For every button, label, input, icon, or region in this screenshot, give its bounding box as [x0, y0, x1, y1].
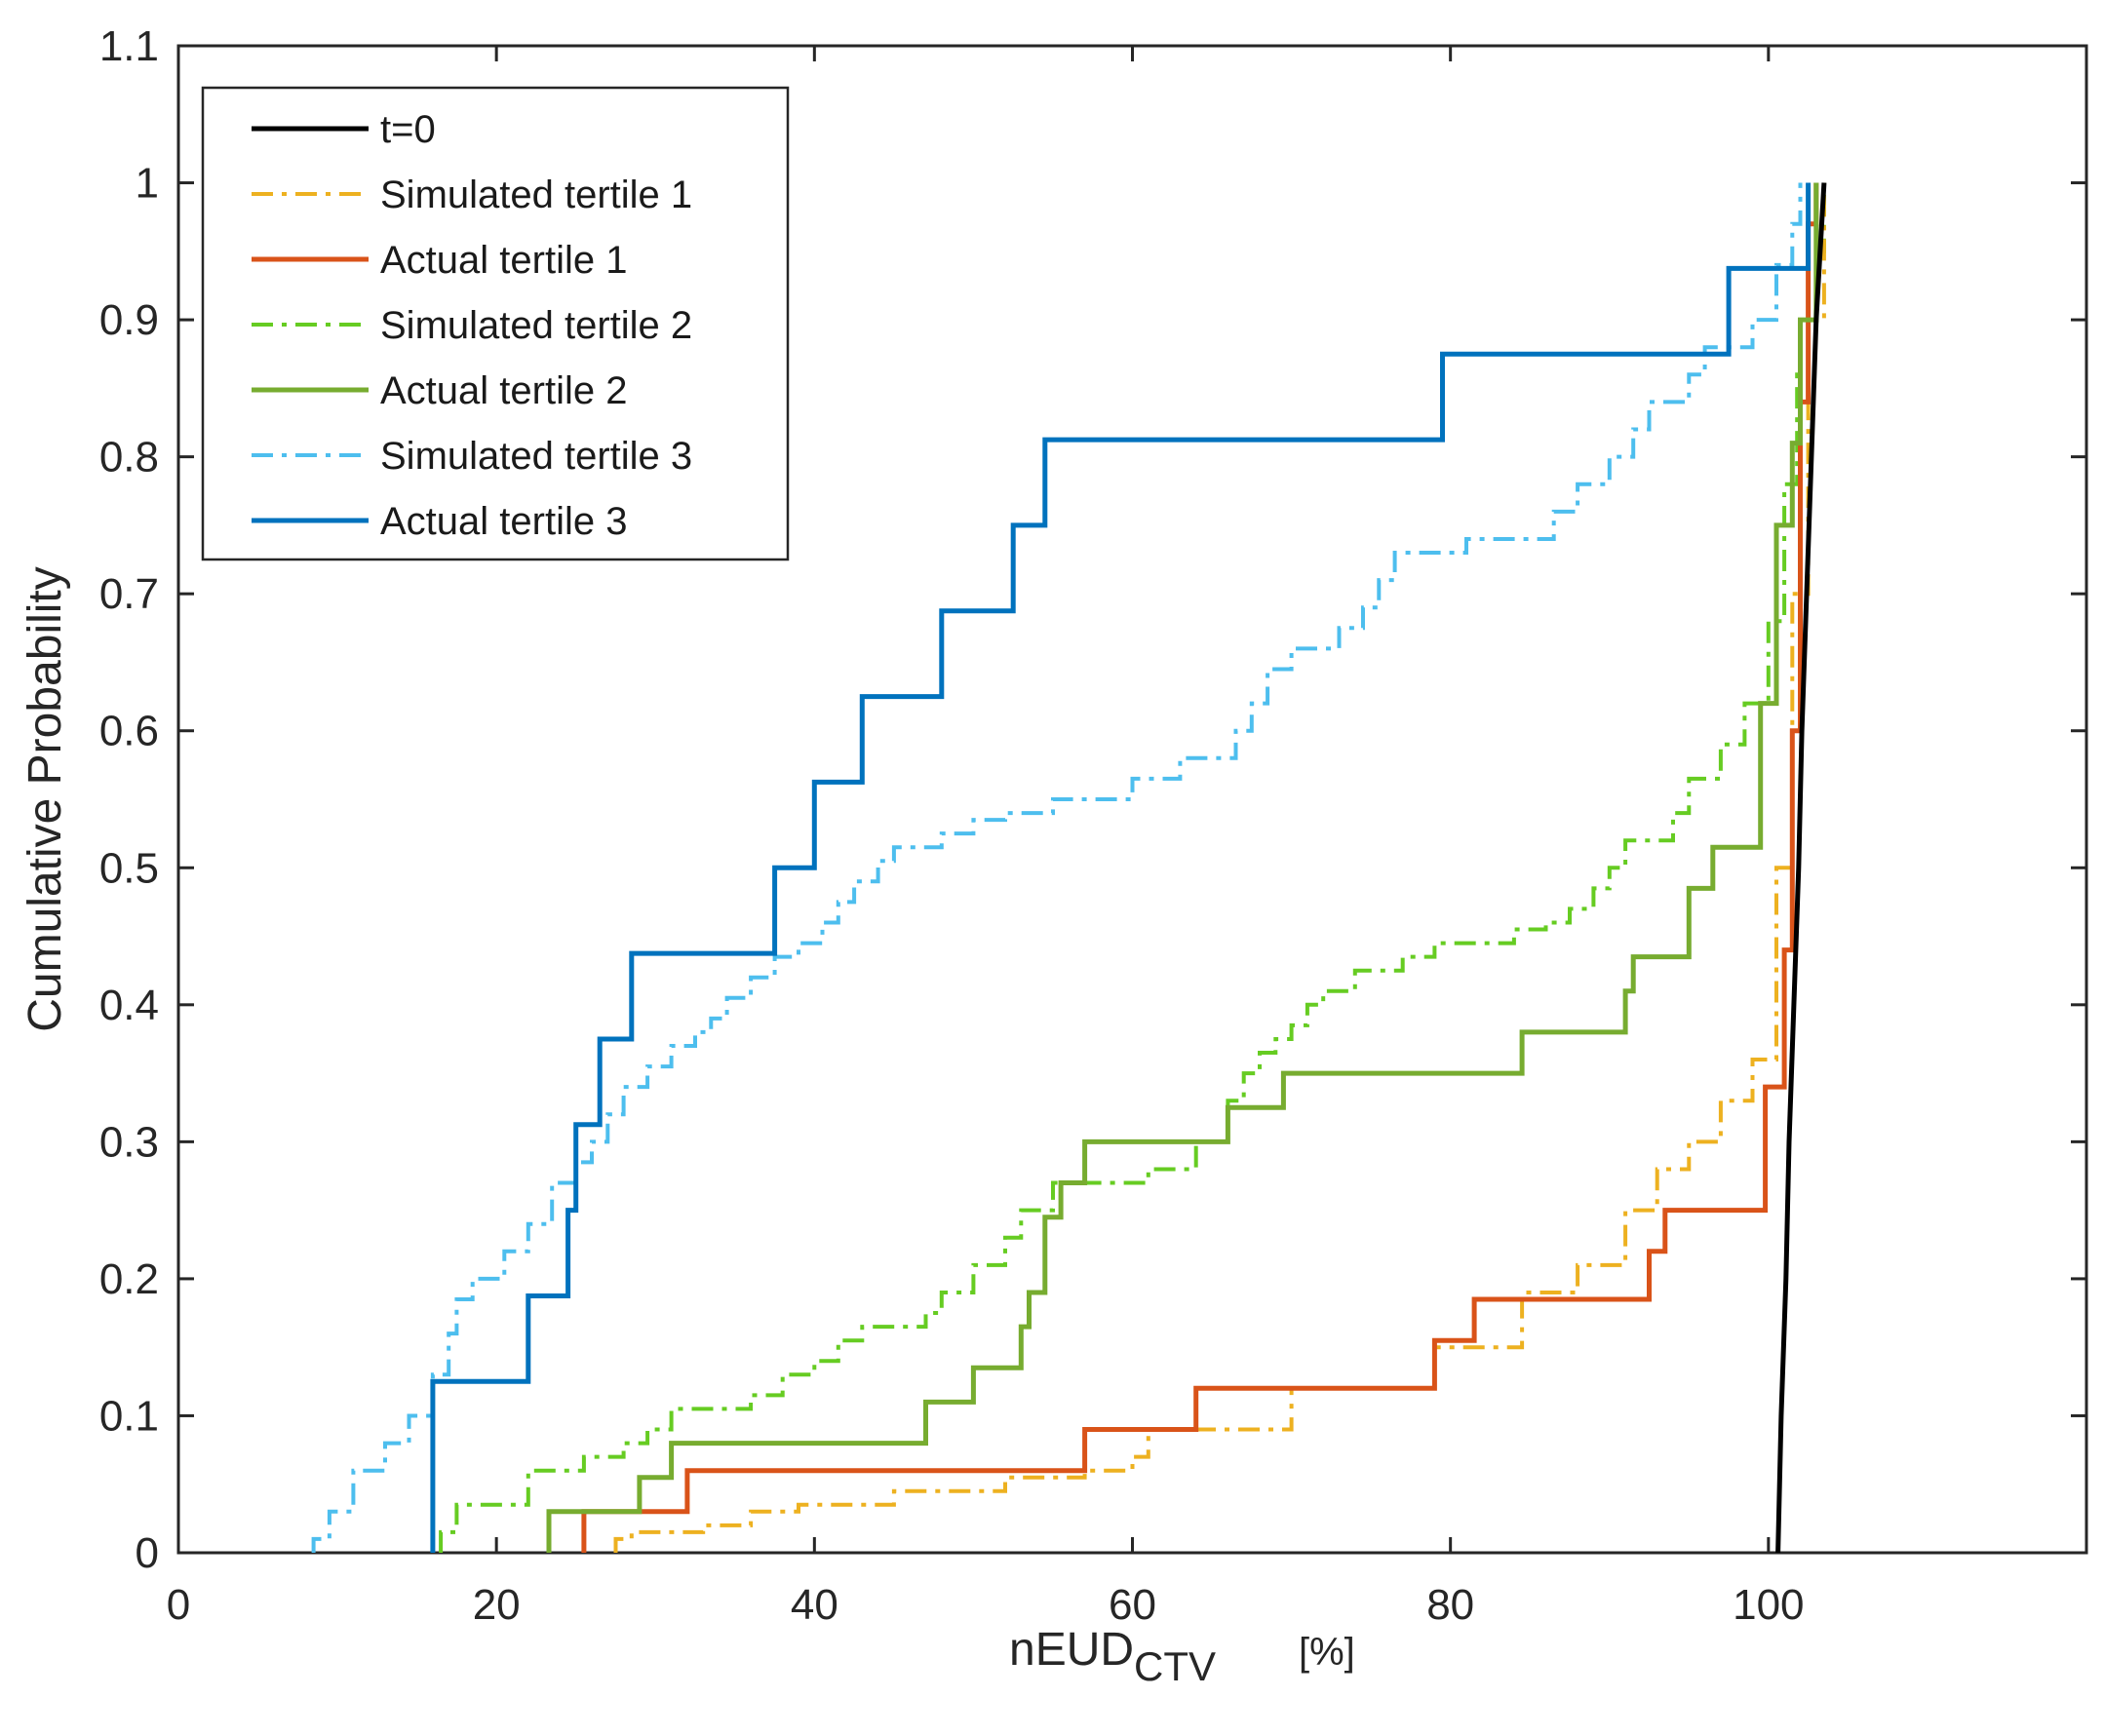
y-tick-label: 0 [136, 1529, 159, 1577]
data-series [311, 182, 1827, 1554]
x-axis-title-subscript: CTV [1134, 1643, 1216, 1689]
legend-label: Actual tertile 1 [380, 239, 627, 282]
legend-label: Simulated tertile 3 [380, 435, 692, 478]
x-tick-label: 20 [473, 1581, 521, 1629]
x-tick-label: 40 [791, 1581, 838, 1629]
x-tick-label: 60 [1109, 1581, 1156, 1629]
y-tick-label: 0.9 [99, 296, 159, 344]
x-ticks: 0 20 40 60 80 100 [167, 46, 1805, 1629]
x-tick-label: 100 [1733, 1581, 1804, 1629]
series-line-simulated-tertile-3 [311, 182, 1803, 1553]
x-axis-title: nEUDCTV [%] [1009, 1624, 1355, 1689]
y-ticks: 0 0.1 0.2 0.3 0.4 0.5 0.6 0.7 0.8 0.9 1 1.1 [99, 22, 2086, 1577]
series-line-simulated-tertile-1 [613, 182, 1826, 1553]
x-axis-title-main: nEUD [1009, 1624, 1134, 1676]
legend-label: Actual tertile 3 [380, 500, 627, 543]
legend: t=0 Simulated tertile 1 Actual tertile 1 Si… [201, 86, 790, 561]
y-tick-label: 1 [136, 160, 159, 208]
y-tick-label: 0.7 [99, 570, 159, 618]
legend-label: Simulated tertile 2 [380, 304, 692, 347]
y-tick-label: 0.6 [99, 708, 159, 755]
legend-label: Actual tertile 2 [380, 369, 627, 412]
legend-label: t=0 [380, 108, 436, 151]
y-tick-label: 0.5 [99, 844, 159, 892]
y-tick-label: 0.8 [99, 434, 159, 482]
y-axis-title: Cumulative Probability [19, 566, 71, 1032]
series-line-actual-tertile-1 [581, 182, 1819, 1553]
series-line-actual-tertile-3 [430, 182, 1812, 1553]
legend-label: Simulated tertile 1 [380, 174, 692, 216]
x-axis-title-unit: [%] [1299, 1631, 1355, 1674]
x-tick-label: 80 [1426, 1581, 1474, 1629]
y-tick-label: 0.4 [99, 982, 159, 1029]
x-tick-label: 0 [167, 1581, 190, 1629]
series-line-t-0 [1775, 182, 1827, 1554]
y-tick-label: 1.1 [99, 22, 159, 70]
y-tick-label: 0.1 [99, 1392, 159, 1440]
y-tick-label: 0.3 [99, 1118, 159, 1166]
y-tick-label: 0.2 [99, 1255, 159, 1303]
series-line-simulated-tertile-2 [439, 182, 1826, 1553]
series-line-actual-tertile-2 [546, 182, 1819, 1553]
